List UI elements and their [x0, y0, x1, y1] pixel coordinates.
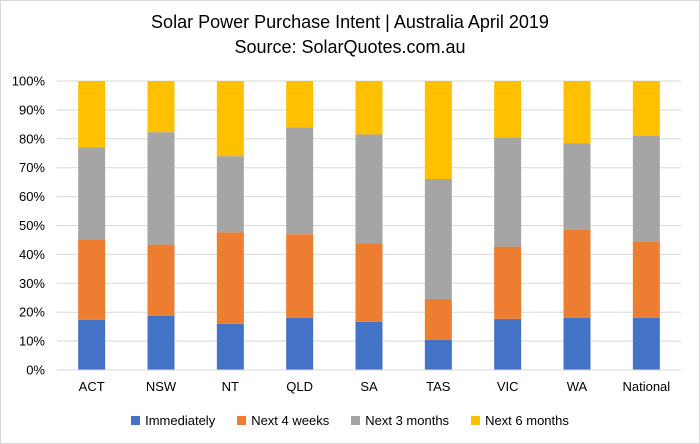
bar-segment [147, 81, 175, 133]
bar-segment [563, 229, 591, 318]
y-tick-label: 50% [19, 218, 45, 233]
bar-segment [632, 317, 660, 370]
bar-segment [147, 315, 175, 370]
y-tick-label: 0% [26, 363, 45, 378]
legend-item: Next 4 weeks [237, 413, 329, 428]
bar-segment [78, 239, 106, 320]
y-tick-label: 10% [19, 334, 45, 349]
bar-segment [78, 147, 106, 240]
legend: Immediately Next 4 weeks Next 3 months Next… [1, 413, 699, 428]
bar-segment [632, 81, 660, 136]
bar-segment [632, 135, 660, 242]
bar-segment [216, 323, 244, 370]
y-tick-label: 20% [19, 305, 45, 320]
x-tick-label: VIC [497, 379, 519, 394]
bar-segment [494, 318, 522, 370]
y-tick-label: 80% [19, 131, 45, 146]
x-tick-label: ACT [79, 379, 105, 394]
bar-segment [216, 81, 244, 157]
bar-segment [355, 321, 383, 370]
x-tick-label: QLD [286, 379, 313, 394]
legend-swatch [471, 416, 481, 425]
bar-segment [424, 339, 452, 370]
bar-segment [147, 244, 175, 316]
x-tick-label: NSW [146, 379, 177, 394]
y-tick-label: 90% [19, 102, 45, 117]
x-tick-label: SA [360, 379, 378, 394]
bar-segment [286, 81, 314, 128]
y-tick-label: 60% [19, 189, 45, 204]
bar-segment [424, 298, 452, 340]
legend-label: Next 3 months [365, 413, 450, 428]
bar-segment [78, 81, 106, 148]
bar-segment [355, 81, 383, 135]
y-tick-label: 100% [12, 74, 46, 89]
legend-item: Next 6 months [471, 413, 569, 428]
x-tick-label: National [622, 379, 670, 394]
legend-label: Next 4 weeks [251, 413, 330, 428]
bar-segment [216, 156, 244, 233]
bar-segment [494, 81, 522, 138]
bar-segment [355, 134, 383, 244]
legend-item: Immediately [131, 413, 215, 428]
bar-segment [563, 81, 591, 144]
bar-segment [147, 132, 175, 245]
legend-swatch [131, 416, 141, 425]
x-tick-label: NT [222, 379, 239, 394]
chart-subtitle: Source: SolarQuotes.com.au [234, 37, 466, 57]
x-tick-label: TAS [426, 379, 451, 394]
y-tick-label: 70% [19, 160, 45, 175]
legend-swatch [237, 416, 247, 425]
bar-segment [286, 234, 314, 318]
bar-segment [286, 127, 314, 235]
legend-item: Next 3 months [351, 413, 449, 428]
bar-segment [494, 246, 522, 319]
bar-segment [632, 241, 660, 318]
legend-label: Immediately [145, 413, 216, 428]
bar-segment [355, 243, 383, 322]
bar-segment [216, 232, 244, 324]
bar-segment [286, 317, 314, 370]
bar-segment [424, 81, 452, 179]
y-tick-label: 30% [19, 276, 45, 291]
bar-segment [563, 317, 591, 370]
legend-label: Next 6 months [485, 413, 569, 428]
y-tick-label: 40% [19, 247, 45, 262]
chart-title: Solar Power Purchase Intent | Australia … [151, 12, 549, 32]
bar-segment [494, 137, 522, 247]
x-tick-label: WA [567, 379, 588, 394]
bar-segment [424, 178, 452, 299]
bar-segment [563, 143, 591, 230]
legend-swatch [351, 416, 361, 425]
bar-segment [78, 319, 106, 370]
